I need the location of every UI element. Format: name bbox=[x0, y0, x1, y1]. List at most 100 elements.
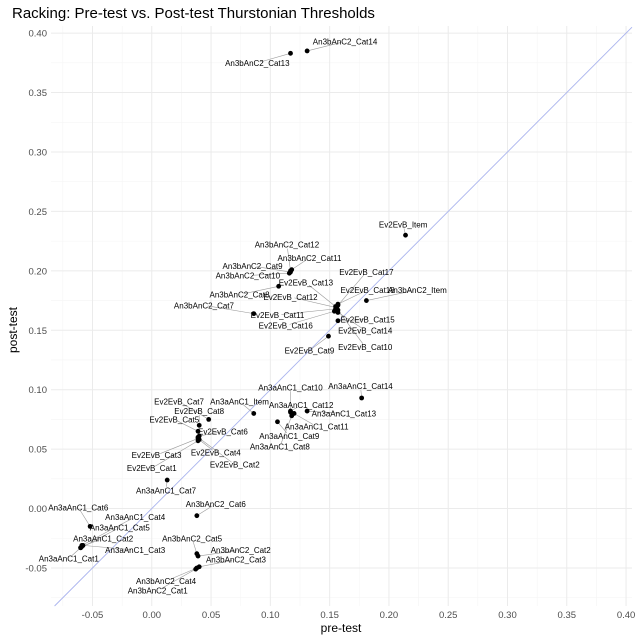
data-point bbox=[288, 408, 293, 414]
point-label: An3aAnC1_Cat11 bbox=[285, 423, 349, 432]
identity-reference-line bbox=[54, 26, 633, 607]
x-axis-title: pre-test bbox=[321, 621, 362, 635]
data-point bbox=[304, 408, 310, 414]
point-label: An3bAnC2_Cat5 bbox=[162, 534, 223, 543]
label-leader-line bbox=[337, 309, 364, 344]
label-leader-line bbox=[337, 319, 364, 322]
point-label: An3aAnC1_Cat3 bbox=[105, 546, 166, 555]
data-point bbox=[359, 395, 365, 401]
data-point bbox=[195, 438, 201, 444]
x-tick-label: 0.00 bbox=[143, 610, 162, 621]
point-label: An3bAnC2_Item bbox=[388, 286, 447, 295]
point-label: Ev2EvB_Cat16 bbox=[259, 322, 314, 331]
point-label: An3bAnC2_Cat8 bbox=[210, 291, 271, 300]
data-point bbox=[193, 566, 199, 572]
data-point bbox=[275, 419, 280, 425]
point-label: An3aAnC1_Cat1 bbox=[39, 554, 100, 563]
y-axis-title: post-test bbox=[6, 306, 20, 353]
point-label: Ev2EvB_Cat8 bbox=[174, 407, 224, 416]
label-leader-line bbox=[281, 308, 336, 315]
point-label: An3bAnC2_Cat11 bbox=[278, 254, 342, 263]
point-label: Ev2EvB_Cat14 bbox=[338, 326, 393, 335]
label-leader-line bbox=[337, 291, 365, 305]
point-label: Ev2EvB_Cat12 bbox=[263, 293, 318, 302]
label-leader-line bbox=[182, 403, 209, 420]
data-point bbox=[403, 232, 408, 238]
point-label: An3aAnC1_Cat4 bbox=[105, 513, 166, 522]
y-tick-label: -0.05 bbox=[25, 563, 47, 574]
label-leader-line bbox=[242, 403, 254, 414]
label-leader-line bbox=[199, 560, 233, 568]
label-leader-line bbox=[307, 410, 340, 414]
x-axis-ticks: -0.05 0.00 0.05 0.10 0.15 0.20 0.25 0.30 0.35 0.4… bbox=[82, 610, 636, 621]
label-leader-line bbox=[287, 248, 291, 271]
x-tick-label: 0.15 bbox=[320, 610, 339, 621]
y-tick-label: 0.40 bbox=[29, 29, 48, 40]
point-label: An3bAnC2_Cat10 bbox=[216, 272, 281, 281]
point-label: Ev2EvB_Cat18 bbox=[340, 286, 395, 295]
data-points bbox=[78, 48, 408, 572]
label-leader-line bbox=[277, 421, 288, 434]
data-point bbox=[195, 553, 201, 559]
point-label: Ev2EvB_Cat2 bbox=[210, 461, 260, 470]
x-tick-label: -0.05 bbox=[82, 610, 104, 621]
gridlines bbox=[51, 26, 632, 606]
point-label: An3aAnC1_Cat5 bbox=[90, 524, 151, 533]
point-label: Ev2EvB_Cat4 bbox=[191, 449, 241, 458]
label-leader-line bbox=[307, 42, 342, 52]
label-leader-line bbox=[199, 431, 220, 437]
data-point bbox=[87, 523, 93, 529]
y-tick-label: 0.20 bbox=[29, 266, 48, 277]
y-axis-ticks: -0.05 0.00 0.05 0.10 0.15 0.20 0.25 0.30 0.35 0.4… bbox=[25, 29, 47, 575]
point-label: An3aAnC1_Cat13 bbox=[312, 409, 377, 418]
point-label: An3bAnC2_Cat14 bbox=[313, 37, 378, 46]
point-label: An3bAnC2_Cat9 bbox=[223, 262, 284, 271]
data-point bbox=[335, 318, 341, 324]
data-point bbox=[286, 270, 292, 276]
point-label: Ev2EvB_Cat15 bbox=[340, 316, 395, 325]
label-leader-line bbox=[293, 413, 314, 425]
point-label: Ev2EvB_Cat9 bbox=[285, 346, 335, 355]
label-leader-line bbox=[261, 53, 291, 63]
y-tick-label: 0.05 bbox=[29, 445, 48, 456]
label-leader-line bbox=[177, 420, 199, 432]
data-point bbox=[276, 283, 282, 289]
data-point bbox=[304, 48, 310, 54]
data-point bbox=[196, 422, 202, 428]
data-point bbox=[251, 411, 257, 416]
label-leader-line bbox=[80, 510, 91, 527]
label-leader-line bbox=[337, 274, 365, 306]
chart-title: Racking: Pre-test vs. Post-test Thurston… bbox=[12, 5, 375, 22]
point-label: Ev2EvB_Cat10 bbox=[338, 343, 393, 352]
data-point bbox=[195, 428, 201, 434]
point-label: An3aAnC1_Cat12 bbox=[269, 401, 334, 410]
x-tick-label: 0.30 bbox=[498, 610, 517, 621]
point-label: An3bAnC2_Cat6 bbox=[186, 500, 247, 509]
label-leader-line bbox=[289, 310, 335, 325]
data-point bbox=[364, 298, 369, 303]
label-leader-line bbox=[155, 440, 199, 467]
point-label: An3aAnC1_Cat7 bbox=[136, 487, 197, 496]
y-tick-label: 0.00 bbox=[29, 504, 48, 515]
label-leader-line bbox=[256, 266, 291, 273]
point-label: An3bAnC2_Cat7 bbox=[174, 301, 235, 310]
point-label: An3aAnC1_Cat2 bbox=[73, 534, 134, 543]
data-point bbox=[194, 513, 200, 519]
data-point bbox=[78, 545, 84, 551]
y-tick-label: 0.35 bbox=[29, 88, 48, 99]
label-leader-line bbox=[197, 550, 237, 557]
label-leader-line bbox=[197, 436, 232, 463]
x-tick-label: 0.25 bbox=[439, 610, 458, 621]
point-label: An3bAnC2_Cat3 bbox=[206, 556, 267, 565]
label-leader-line bbox=[169, 567, 197, 580]
point-label: An3aAnC1_Cat14 bbox=[328, 382, 393, 391]
label-leader-line bbox=[366, 290, 414, 301]
x-tick-label: 0.05 bbox=[202, 610, 221, 621]
point-label: Ev2EvB_Cat5 bbox=[149, 415, 199, 424]
point-labels: An3bAnC2_Cat14 An3bAnC2_Cat13 Ev2EvB_Item A… bbox=[39, 37, 447, 595]
point-label: An3aAnC1_Cat10 bbox=[258, 383, 323, 392]
x-tick-label: 0.35 bbox=[558, 610, 577, 621]
data-point bbox=[326, 333, 331, 339]
point-label: An3bAnC2_Cat2 bbox=[211, 546, 272, 555]
